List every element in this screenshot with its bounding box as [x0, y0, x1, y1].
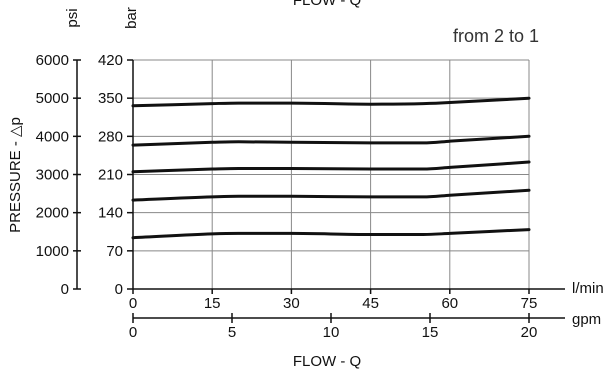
bottom-flow-title: FLOW - Q: [293, 353, 361, 370]
axes: [73, 59, 565, 323]
lmin-tick-label: 0: [129, 295, 137, 312]
bar-tick-label: 420: [98, 52, 123, 69]
gpm-tick-label: 20: [521, 324, 538, 341]
bar-tick-label: 70: [106, 243, 123, 260]
psi-tick-label: 0: [61, 281, 69, 298]
psi-tick-label: 6000: [36, 52, 69, 69]
pressure-curve: [131, 228, 531, 240]
pressure-axis-label: PRESSURE - △p: [7, 117, 24, 233]
psi-tick-label: 3000: [36, 167, 69, 184]
bar-tick-label: 140: [98, 205, 123, 222]
lmin-tick-label: 30: [283, 295, 300, 312]
bar-tick-label: 280: [98, 128, 123, 145]
psi-tick-label: 2000: [36, 205, 69, 222]
pressure-curve: [131, 160, 531, 174]
pressure-curve: [131, 134, 531, 147]
top-flow-title: FLOW - Q: [293, 0, 361, 9]
bar-tick-label: 0: [115, 281, 123, 298]
bar-tick-label: 210: [98, 167, 123, 184]
gpm-tick-label: 10: [323, 324, 340, 341]
grid-lines: [133, 59, 530, 289]
bar-unit-label: bar: [123, 7, 140, 29]
lmin-tick-label: 60: [441, 295, 458, 312]
gpm-tick-label: 0: [129, 324, 137, 341]
bar-tick-label: 350: [98, 90, 123, 107]
psi-unit-label: psi: [64, 8, 81, 27]
pressure-curves: [131, 96, 531, 240]
lmin-tick-label: 75: [521, 295, 538, 312]
psi-tick-label: 1000: [36, 243, 69, 260]
flow-direction-note: from 2 to 1: [453, 26, 539, 46]
gpm-tick-label: 5: [228, 324, 236, 341]
lmin-tick-label: 45: [362, 295, 379, 312]
pressure-curve: [131, 96, 531, 108]
gpm-unit-label: gpm: [572, 311, 601, 328]
tick-labels: 0 15 30 45 60 75 0 5 10 15 20 0 70 140 210 280 350 420 0 10…: [36, 52, 538, 341]
lmin-unit-label: l/min: [572, 280, 604, 297]
gpm-tick-label: 15: [422, 324, 439, 341]
psi-tick-label: 5000: [36, 90, 69, 107]
psi-tick-label: 4000: [36, 128, 69, 145]
pressure-curve: [131, 188, 531, 202]
lmin-tick-label: 15: [204, 295, 221, 312]
